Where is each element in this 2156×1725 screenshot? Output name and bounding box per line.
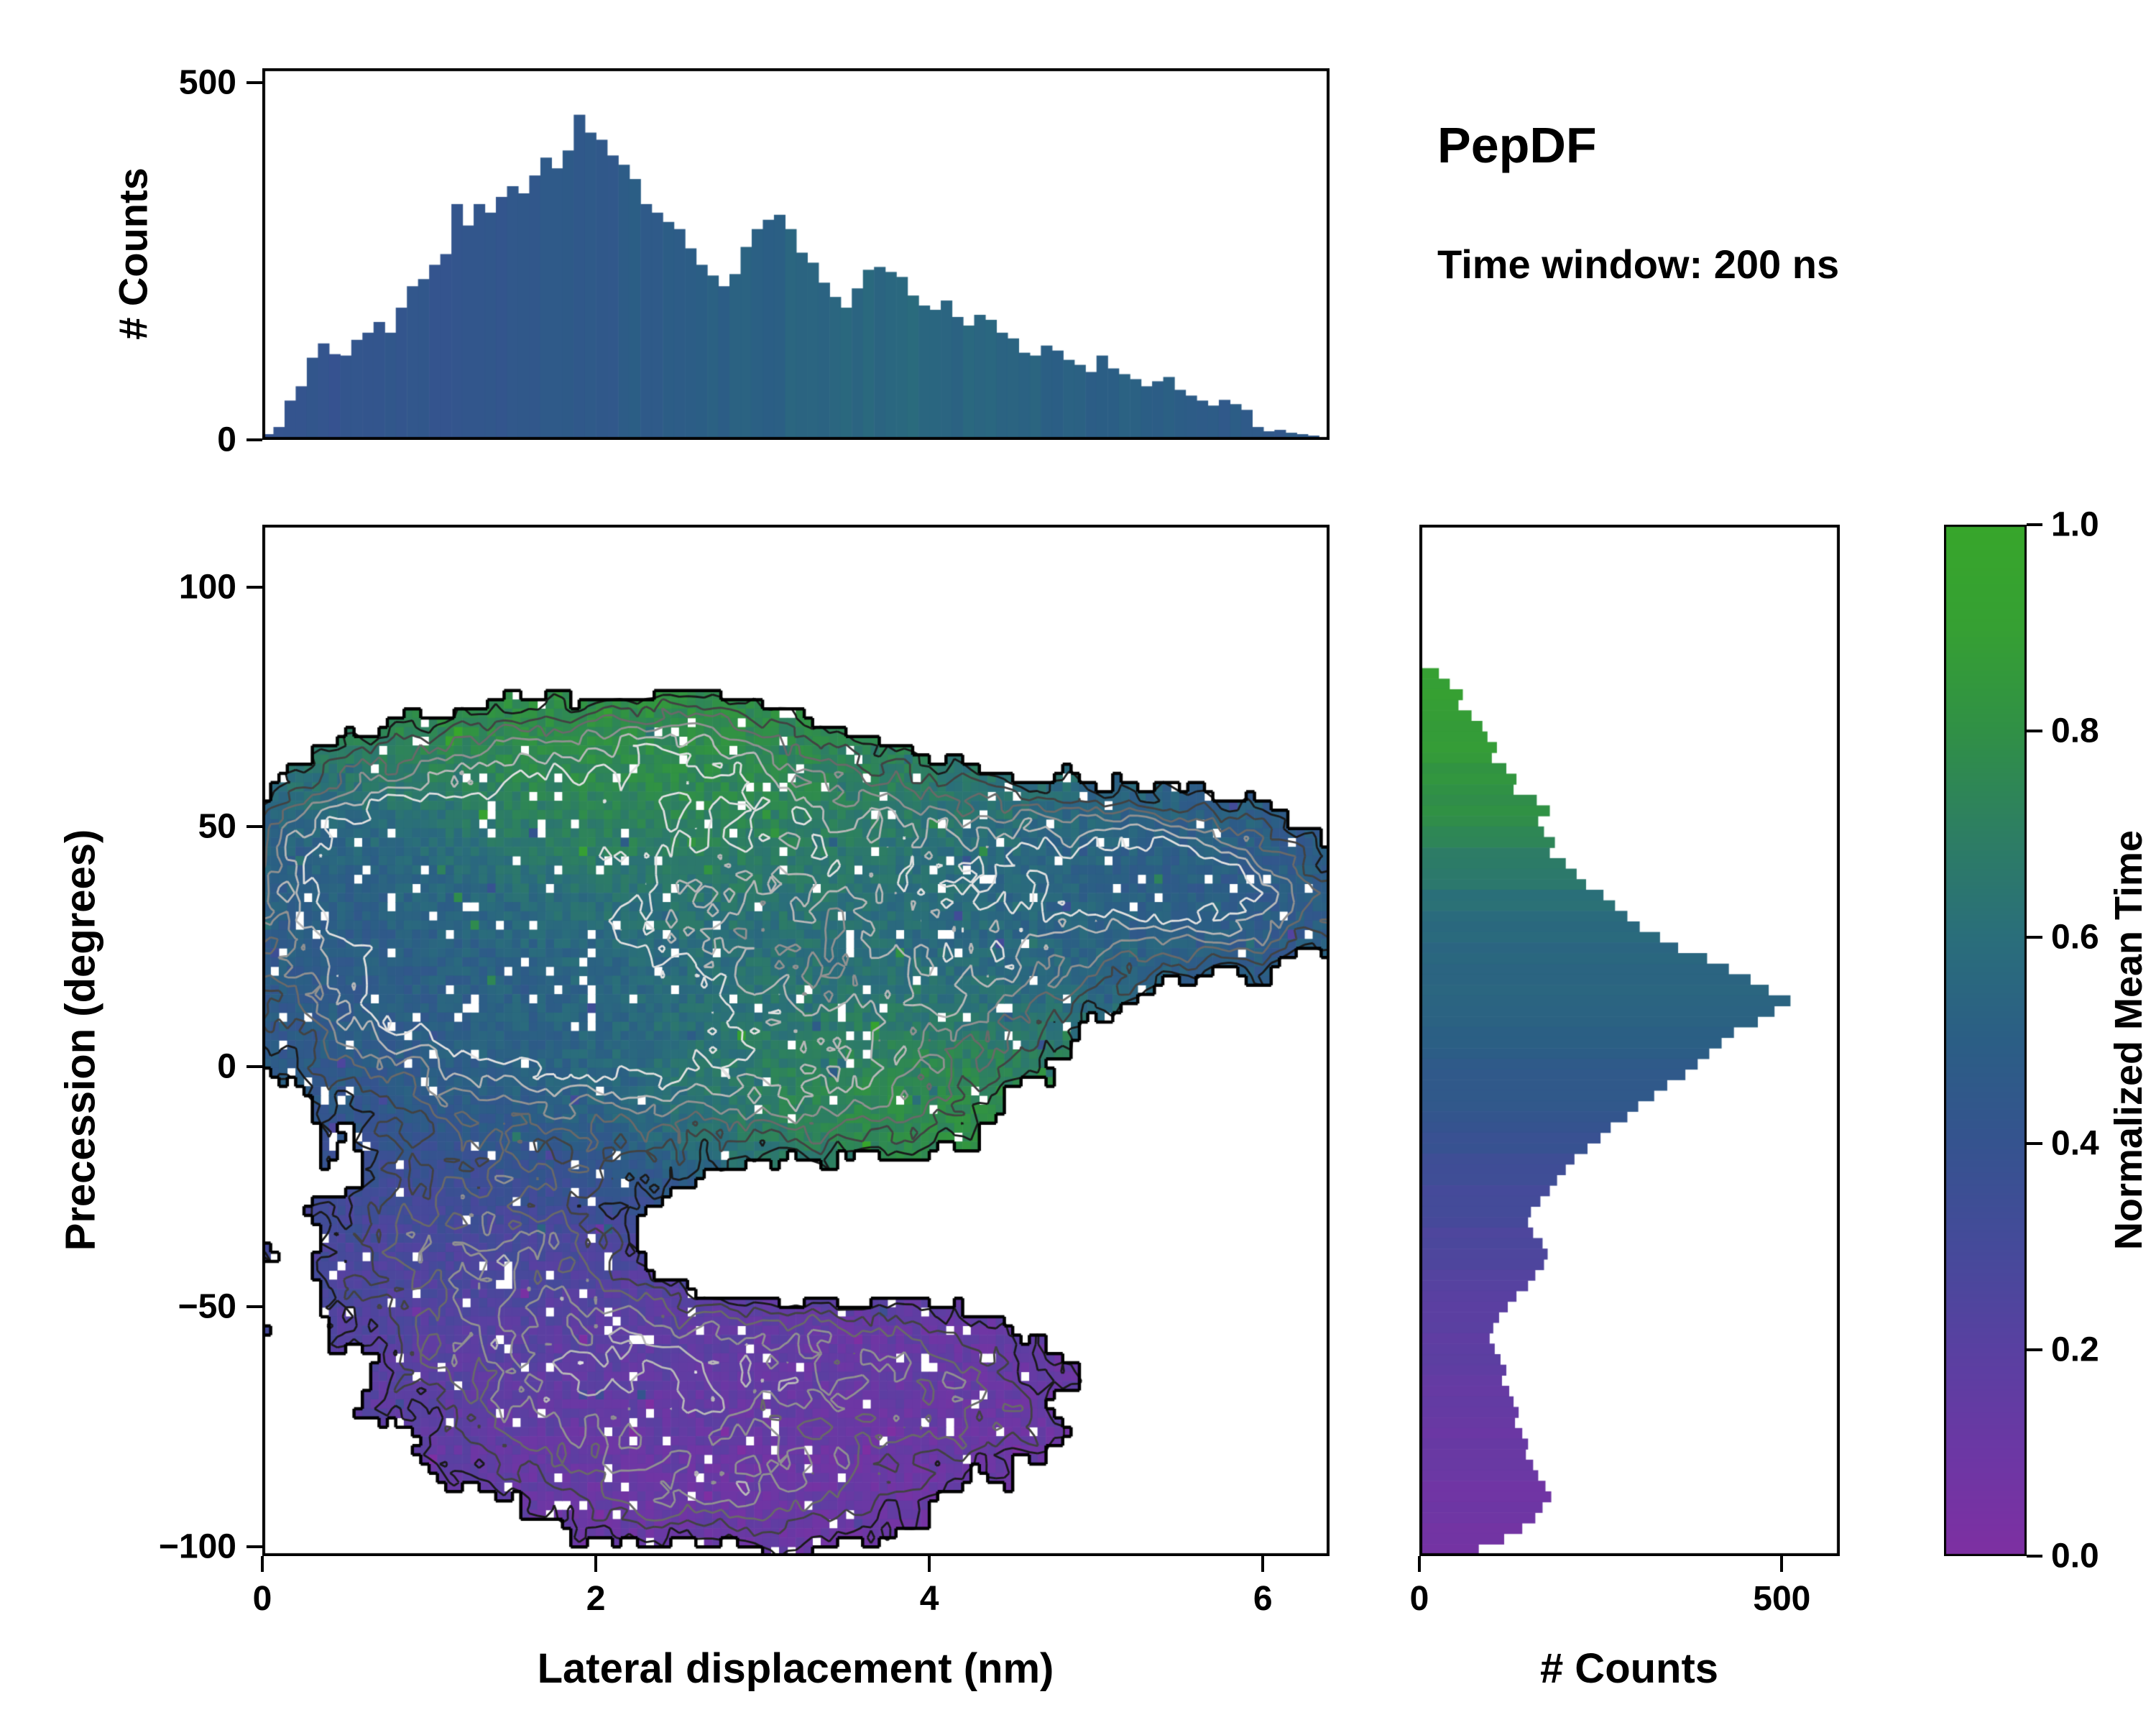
main-y-axis-label: Precession (degrees) xyxy=(57,829,104,1251)
tick-mark xyxy=(247,1305,262,1308)
tick-mark xyxy=(1261,1556,1265,1572)
tick-mark xyxy=(1418,1556,1421,1572)
main-x-axis-label: Lateral displacement (nm) xyxy=(537,1645,1054,1692)
tick-label: 4 xyxy=(919,1580,939,1618)
tick-mark xyxy=(928,1556,931,1572)
tick-mark xyxy=(1780,1556,1784,1572)
top-y-axis-label: # Counts xyxy=(110,167,156,340)
tick-label: −50 xyxy=(178,1287,236,1326)
tick-label: 2 xyxy=(586,1580,606,1618)
tick-label: 0 xyxy=(217,420,236,459)
tick-label: 50 xyxy=(198,807,236,846)
joint-map-canvas xyxy=(262,525,1330,1556)
tick-label: 0 xyxy=(252,1580,272,1618)
tick-label: 100 xyxy=(178,568,236,607)
tick-mark xyxy=(247,438,262,441)
tick-mark xyxy=(247,825,262,829)
tick-mark xyxy=(247,80,262,84)
tick-mark xyxy=(2027,523,2042,526)
tick-label: 0.0 xyxy=(2051,1537,2099,1576)
colorbar-label: Normalized Mean Time xyxy=(2107,829,2150,1251)
tick-label: 0 xyxy=(217,1047,236,1086)
plot-title: PepDF xyxy=(1437,117,1597,173)
top-histogram-canvas xyxy=(262,68,1330,440)
plot-subtitle: Time window: 200 ns xyxy=(1437,242,1840,287)
tick-mark xyxy=(247,1545,262,1548)
tick-mark xyxy=(247,1065,262,1069)
tick-mark xyxy=(2027,1555,2042,1558)
tick-mark xyxy=(247,585,262,589)
right-histogram-canvas xyxy=(1419,525,1840,1556)
tick-label: 0 xyxy=(1409,1580,1429,1618)
tick-mark xyxy=(594,1556,598,1572)
tick-label: 0.2 xyxy=(2051,1330,2099,1369)
tick-mark xyxy=(2027,1142,2042,1145)
tick-mark xyxy=(261,1556,264,1572)
tick-mark xyxy=(2027,1348,2042,1351)
tick-mark xyxy=(2027,936,2042,939)
tick-label: 500 xyxy=(178,63,236,102)
tick-label: 0.6 xyxy=(2051,918,2099,957)
tick-label: −100 xyxy=(158,1527,236,1566)
tick-label: 0.4 xyxy=(2051,1124,2099,1163)
tick-mark xyxy=(2027,730,2042,732)
right-x-axis-label: # Counts xyxy=(1539,1645,1719,1692)
tick-label: 500 xyxy=(1753,1580,1811,1618)
tick-label: 6 xyxy=(1253,1580,1273,1618)
tick-label: 0.8 xyxy=(2051,712,2099,750)
tick-label: 1.0 xyxy=(2051,505,2099,544)
colorbar-canvas xyxy=(1944,525,2027,1556)
